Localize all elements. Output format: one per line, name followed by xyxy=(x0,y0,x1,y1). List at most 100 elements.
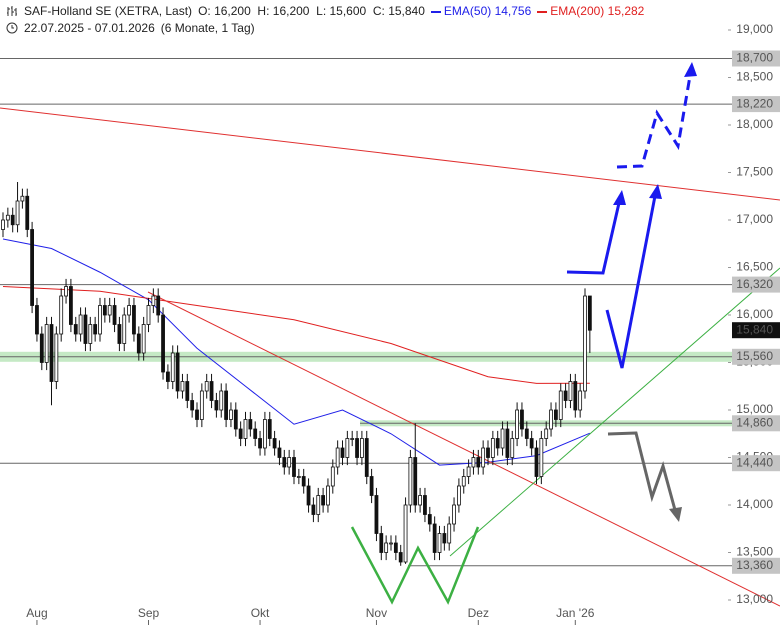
candle-body xyxy=(132,305,136,335)
candle-body xyxy=(423,495,427,515)
level-label: 18,700 xyxy=(736,51,773,65)
candle-body xyxy=(471,457,476,468)
arrow xyxy=(566,202,621,275)
candle-body xyxy=(524,428,529,439)
candle-body xyxy=(54,333,59,382)
arrowhead xyxy=(649,184,662,199)
candle-body xyxy=(5,214,10,221)
candle-body xyxy=(452,504,456,525)
x-tick-label: Sep xyxy=(138,606,160,620)
candle-body xyxy=(64,286,68,297)
legend-value: 14,756 xyxy=(494,4,532,18)
candle-body xyxy=(403,504,408,563)
trend-line xyxy=(0,107,780,201)
level-box xyxy=(732,415,780,432)
candle-body xyxy=(461,476,466,487)
candle-body xyxy=(476,457,481,468)
candle-body xyxy=(529,438,534,449)
candle-body xyxy=(1,219,5,230)
candle-body xyxy=(20,195,25,202)
candle-body xyxy=(413,457,418,506)
x-tick-label: Aug xyxy=(26,606,47,620)
candle-body xyxy=(214,400,219,411)
candle-body xyxy=(49,324,54,382)
candle-body xyxy=(374,495,379,534)
candle-body xyxy=(39,333,44,363)
candle-body xyxy=(447,523,452,544)
candle-body xyxy=(505,428,510,458)
candle-body xyxy=(238,428,243,439)
candle-body xyxy=(486,447,490,458)
period: (6 Monate, 1 Tag) xyxy=(160,21,255,35)
candle-body xyxy=(165,371,170,382)
candle-body xyxy=(335,447,340,468)
candle-body xyxy=(481,447,486,468)
y-tick-label: 14,000 xyxy=(736,497,773,511)
candle-body xyxy=(442,533,447,544)
candle-body xyxy=(180,381,185,392)
candle-body xyxy=(44,324,49,363)
candle-body xyxy=(326,485,330,506)
candle-body xyxy=(316,495,321,515)
level-box xyxy=(732,348,780,365)
candle-body xyxy=(282,457,287,468)
candle-body xyxy=(389,542,393,545)
levels xyxy=(0,58,780,567)
y-tick-label: 15,000 xyxy=(736,402,773,416)
level-label: 15,560 xyxy=(736,349,773,363)
candle-body xyxy=(243,419,248,439)
candle-body xyxy=(534,447,539,477)
axis: 19,000 18,500 18,000 17,500 17,000 16,500 16,0… xyxy=(26,22,780,625)
candle-body xyxy=(345,438,350,458)
candle-body xyxy=(83,314,88,344)
candle-body xyxy=(466,466,471,477)
candle-body xyxy=(190,400,195,411)
candle-body xyxy=(379,533,384,553)
candle-body xyxy=(456,485,461,506)
candle-body xyxy=(384,542,389,553)
candle-body xyxy=(393,542,398,553)
bands xyxy=(0,351,780,427)
candle-body xyxy=(408,457,413,506)
candle-body xyxy=(583,295,587,392)
candle-body xyxy=(510,438,515,458)
x-tick-label: Jan '26 xyxy=(556,606,595,620)
level-label: 16,320 xyxy=(736,277,773,291)
candle-body xyxy=(258,438,262,449)
x-tick-label: Okt xyxy=(251,606,270,620)
candle-body xyxy=(427,514,432,525)
legend-value: 15,282 xyxy=(607,4,645,18)
last-price-label: 15,840 xyxy=(736,322,773,336)
date-range: 22.07.2025 - 07.01.2026 xyxy=(24,21,155,35)
candle-body xyxy=(437,533,442,553)
candle-body xyxy=(558,390,563,420)
candle-body xyxy=(563,390,568,401)
candle-body xyxy=(515,409,519,439)
candle-body xyxy=(549,409,553,430)
candle-body xyxy=(292,457,296,477)
legend-item: EMA(50) 14,756 xyxy=(430,4,532,18)
level-label: 18,220 xyxy=(736,96,773,110)
candle-body xyxy=(78,314,83,335)
candle-body xyxy=(30,229,35,306)
candle-body xyxy=(233,409,238,430)
candle-body xyxy=(350,438,355,440)
candle-body xyxy=(69,286,73,325)
candle-body xyxy=(301,476,306,487)
candle-body xyxy=(330,466,335,487)
level-box xyxy=(732,557,780,574)
candle-body xyxy=(311,504,316,515)
ohlc: O: 16,200 H: 16,200 L: 15,600 C: 15,840 xyxy=(198,4,425,18)
candle-body xyxy=(102,305,107,316)
y-tick-label: 13,500 xyxy=(736,545,773,559)
candle-body xyxy=(272,438,277,449)
candle-body xyxy=(161,314,165,373)
y-tick-label: 17,500 xyxy=(736,165,773,179)
candle-body xyxy=(25,195,30,230)
y-tick-label: 13,000 xyxy=(736,592,773,606)
candle-body xyxy=(146,305,151,325)
candle-body xyxy=(59,295,64,335)
candle-body xyxy=(88,324,93,344)
level-box xyxy=(732,50,780,67)
